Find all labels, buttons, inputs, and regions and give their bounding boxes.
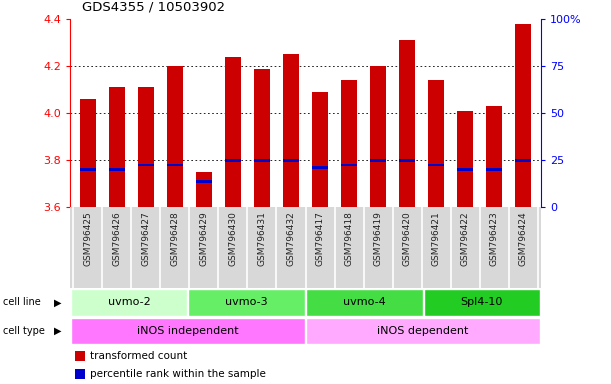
Text: GDS4355 / 10503902: GDS4355 / 10503902 bbox=[82, 0, 225, 13]
Bar bbox=[225, 159, 241, 162]
Bar bbox=[225, 57, 241, 207]
Bar bbox=[283, 159, 299, 162]
Text: Spl4-10: Spl4-10 bbox=[461, 297, 503, 308]
Bar bbox=[457, 168, 473, 171]
Text: iNOS independent: iNOS independent bbox=[137, 326, 239, 336]
Bar bbox=[71, 318, 305, 344]
Bar bbox=[515, 24, 532, 207]
Bar bbox=[306, 289, 423, 316]
Text: uvmo-3: uvmo-3 bbox=[225, 297, 268, 308]
Text: GSM796419: GSM796419 bbox=[373, 211, 382, 266]
Text: GSM796428: GSM796428 bbox=[170, 211, 179, 266]
Text: ▶: ▶ bbox=[54, 297, 61, 308]
Text: GSM796421: GSM796421 bbox=[432, 211, 441, 266]
Bar bbox=[79, 99, 96, 207]
Bar bbox=[457, 111, 473, 207]
Bar bbox=[138, 164, 154, 166]
Text: GSM796425: GSM796425 bbox=[83, 211, 92, 266]
Text: cell type: cell type bbox=[3, 326, 45, 336]
Bar bbox=[79, 168, 96, 171]
Bar bbox=[196, 172, 212, 207]
Text: GSM796432: GSM796432 bbox=[287, 211, 296, 266]
Bar bbox=[109, 88, 125, 207]
Text: cell line: cell line bbox=[3, 297, 41, 308]
Bar bbox=[399, 40, 415, 207]
Text: GSM796424: GSM796424 bbox=[519, 211, 528, 266]
Bar bbox=[196, 180, 212, 183]
Bar bbox=[370, 159, 386, 162]
Bar bbox=[370, 66, 386, 207]
Bar bbox=[167, 66, 183, 207]
Bar bbox=[188, 289, 305, 316]
Text: GSM796431: GSM796431 bbox=[257, 211, 266, 266]
Text: GSM796429: GSM796429 bbox=[199, 211, 208, 266]
Bar bbox=[283, 55, 299, 207]
Text: GSM796430: GSM796430 bbox=[229, 211, 238, 266]
Bar bbox=[428, 164, 444, 166]
Bar bbox=[515, 159, 532, 162]
Bar bbox=[428, 80, 444, 207]
Text: transformed count: transformed count bbox=[90, 351, 188, 361]
Text: ▶: ▶ bbox=[54, 326, 61, 336]
Text: percentile rank within the sample: percentile rank within the sample bbox=[90, 369, 266, 379]
Text: uvmo-4: uvmo-4 bbox=[343, 297, 386, 308]
Bar bbox=[399, 159, 415, 162]
Bar bbox=[486, 168, 502, 171]
Bar bbox=[254, 159, 270, 162]
Bar bbox=[254, 69, 270, 207]
Text: GSM796420: GSM796420 bbox=[403, 211, 412, 266]
Bar bbox=[71, 289, 188, 316]
Text: iNOS dependent: iNOS dependent bbox=[378, 326, 469, 336]
Text: GSM796418: GSM796418 bbox=[345, 211, 354, 266]
Bar bbox=[306, 318, 540, 344]
Bar bbox=[341, 80, 357, 207]
Bar bbox=[167, 164, 183, 166]
Bar bbox=[138, 88, 154, 207]
Bar bbox=[486, 106, 502, 207]
Text: GSM796427: GSM796427 bbox=[141, 211, 150, 266]
Text: GSM796423: GSM796423 bbox=[490, 211, 499, 266]
Bar bbox=[75, 369, 86, 379]
Bar bbox=[109, 168, 125, 171]
Bar bbox=[75, 351, 86, 361]
Bar bbox=[341, 164, 357, 166]
Text: GSM796426: GSM796426 bbox=[112, 211, 121, 266]
Bar bbox=[312, 166, 328, 169]
Text: GSM796422: GSM796422 bbox=[461, 211, 470, 266]
Bar bbox=[423, 289, 540, 316]
Text: GSM796417: GSM796417 bbox=[315, 211, 324, 266]
Bar bbox=[312, 92, 328, 207]
Text: uvmo-2: uvmo-2 bbox=[108, 297, 150, 308]
